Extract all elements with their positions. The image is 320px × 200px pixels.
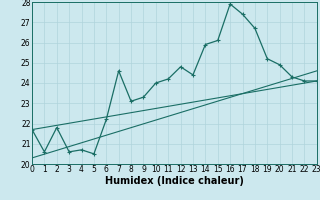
X-axis label: Humidex (Indice chaleur): Humidex (Indice chaleur) [105,176,244,186]
